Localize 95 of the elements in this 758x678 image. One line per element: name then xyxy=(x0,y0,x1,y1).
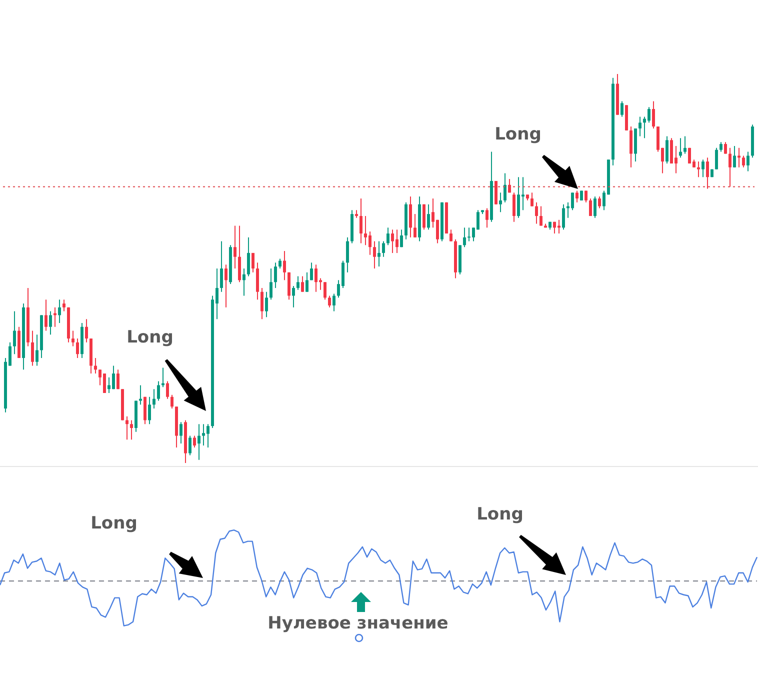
text: Long xyxy=(476,504,524,525)
candlestick xyxy=(234,225,236,269)
candlestick xyxy=(324,282,326,300)
candlestick xyxy=(697,161,700,178)
candlestick xyxy=(720,142,722,152)
candlestick xyxy=(728,147,732,188)
candlestick xyxy=(382,240,385,258)
candlestick xyxy=(346,236,349,273)
candlestick xyxy=(54,306,56,328)
candlestick xyxy=(414,214,416,238)
candlestick xyxy=(270,268,272,300)
candlestick xyxy=(535,202,538,224)
candlestick xyxy=(116,369,120,390)
candlestick xyxy=(733,145,736,168)
candlestick xyxy=(126,416,128,440)
candlestick xyxy=(166,380,169,400)
candlestick xyxy=(49,310,52,336)
candlestick xyxy=(512,192,516,222)
candlestick xyxy=(130,420,133,440)
candlestick xyxy=(666,136,668,164)
candlestick xyxy=(148,396,151,425)
annotation: Long xyxy=(126,328,174,348)
candlestick xyxy=(252,252,254,273)
candlestick xyxy=(220,240,223,292)
candlestick xyxy=(301,276,304,292)
candlestick xyxy=(742,155,745,168)
candlestick xyxy=(576,190,578,203)
candlestick xyxy=(450,229,452,242)
candlestick xyxy=(422,204,426,230)
candlestick xyxy=(499,192,502,213)
candlestick xyxy=(360,198,362,244)
candlestick xyxy=(44,299,48,332)
candlestick xyxy=(13,310,16,355)
candlestick xyxy=(238,225,241,283)
candlestick xyxy=(620,100,624,118)
candlestick xyxy=(738,147,740,168)
candlestick xyxy=(72,330,74,347)
candlestick xyxy=(139,384,142,406)
candlestick xyxy=(157,380,160,402)
candlestick xyxy=(584,190,588,203)
annotation: Long xyxy=(494,124,542,145)
candlestick xyxy=(242,268,246,296)
candlestick xyxy=(328,295,331,308)
candlestick xyxy=(306,272,308,292)
candlestick xyxy=(188,435,192,456)
candlestick xyxy=(386,227,390,246)
candlestick xyxy=(296,276,300,290)
candlestick xyxy=(684,136,686,154)
candlestick xyxy=(180,422,182,444)
annotation: Long xyxy=(90,514,138,534)
candlestick xyxy=(373,240,376,269)
candlestick xyxy=(278,258,282,269)
candlestick xyxy=(427,204,430,230)
candlestick xyxy=(378,240,380,268)
candlestick xyxy=(332,293,336,312)
candlestick xyxy=(265,291,268,318)
candlestick xyxy=(589,198,592,216)
candlestick xyxy=(144,396,146,425)
candlestick xyxy=(638,116,642,137)
candlestick xyxy=(288,272,290,300)
candlestick xyxy=(36,334,38,366)
candlestick xyxy=(310,262,313,281)
candlestick xyxy=(715,147,718,170)
candlestick xyxy=(746,151,750,172)
candlestick xyxy=(292,286,295,308)
candlestick xyxy=(193,435,196,448)
candlestick xyxy=(540,206,542,226)
candlestick xyxy=(504,172,506,203)
candlestick xyxy=(486,208,488,228)
candlestick xyxy=(630,126,632,168)
candlestick xyxy=(706,157,709,190)
candlestick xyxy=(274,262,277,288)
candlestick xyxy=(58,299,61,324)
candlestick xyxy=(598,196,601,209)
candlestick xyxy=(62,299,66,312)
candlestick xyxy=(31,330,34,366)
candlestick xyxy=(530,192,534,207)
candlestick xyxy=(247,236,250,277)
candlestick xyxy=(652,100,655,129)
candlestick xyxy=(463,227,466,248)
candlestick xyxy=(562,204,565,230)
candlestick xyxy=(256,262,259,300)
candlestick xyxy=(400,229,403,248)
candlestick xyxy=(170,394,174,410)
candlestick xyxy=(260,287,264,320)
candlestick xyxy=(85,318,88,343)
candlestick xyxy=(152,388,156,410)
candlestick xyxy=(283,250,286,281)
candlestick xyxy=(224,264,228,308)
annotation: Нулевое значение xyxy=(268,614,448,634)
candlestick xyxy=(594,196,596,218)
candlestick xyxy=(409,196,412,238)
candlestick xyxy=(702,159,704,178)
candlestick xyxy=(76,338,79,358)
candlestick xyxy=(198,424,200,460)
